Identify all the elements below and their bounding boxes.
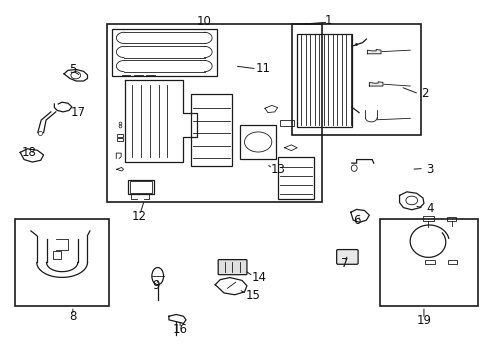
Text: 11: 11 (255, 62, 270, 75)
Polygon shape (368, 82, 382, 86)
Bar (424, 260, 434, 264)
Text: 8: 8 (69, 310, 77, 324)
Text: 7: 7 (340, 257, 347, 270)
Bar (277, 157, 314, 199)
Text: 9: 9 (152, 279, 159, 292)
Text: 15: 15 (245, 289, 260, 302)
FancyBboxPatch shape (218, 260, 246, 275)
Bar (190, 94, 232, 166)
Bar (447, 260, 456, 264)
Text: 13: 13 (270, 163, 285, 176)
Bar (297, 34, 351, 127)
Bar (15, 219, 109, 306)
Text: 3: 3 (425, 163, 432, 176)
Text: 1: 1 (324, 14, 331, 27)
Text: 5: 5 (69, 63, 77, 76)
Bar (53, 251, 61, 259)
Bar (107, 24, 321, 202)
Bar (379, 219, 477, 306)
Bar (130, 181, 152, 193)
Text: 10: 10 (197, 15, 211, 28)
Text: 17: 17 (70, 106, 85, 119)
Polygon shape (366, 49, 380, 54)
Bar (422, 216, 433, 221)
Text: 14: 14 (251, 271, 266, 284)
Text: 4: 4 (425, 202, 433, 215)
Text: 16: 16 (172, 323, 187, 336)
Text: 12: 12 (132, 210, 147, 223)
Bar (292, 24, 420, 135)
Text: 19: 19 (416, 314, 430, 327)
Text: 6: 6 (352, 214, 360, 227)
Text: 18: 18 (21, 145, 36, 158)
Bar (117, 134, 122, 137)
Text: 2: 2 (420, 87, 428, 100)
Bar (117, 138, 122, 141)
Bar (128, 180, 154, 194)
Bar (279, 120, 294, 126)
Bar (447, 217, 455, 221)
FancyBboxPatch shape (336, 249, 357, 264)
Bar (239, 125, 276, 159)
Bar (112, 29, 216, 76)
